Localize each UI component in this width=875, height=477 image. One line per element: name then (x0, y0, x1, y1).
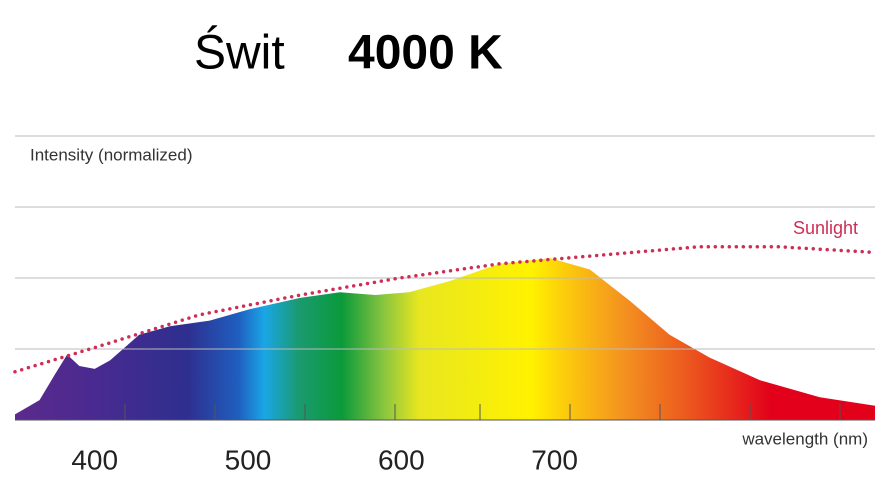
sunlight-line (13, 245, 875, 374)
chart-title-emphasis: 4000 K (348, 27, 503, 80)
legend-label: Sunlight (793, 218, 858, 238)
spectrum-area (15, 258, 875, 420)
x-tick-label: 500 (225, 444, 272, 475)
x-tick-label: 400 (71, 444, 118, 475)
x-tick-label: 700 (531, 444, 578, 475)
x-tick-label: 600 (378, 444, 425, 475)
x-axis-label: wavelength (nm) (741, 429, 868, 448)
chart-title: Świt (194, 25, 285, 80)
y-axis-label: Intensity (normalized) (30, 145, 193, 164)
axis-tick-marks (124, 404, 841, 420)
